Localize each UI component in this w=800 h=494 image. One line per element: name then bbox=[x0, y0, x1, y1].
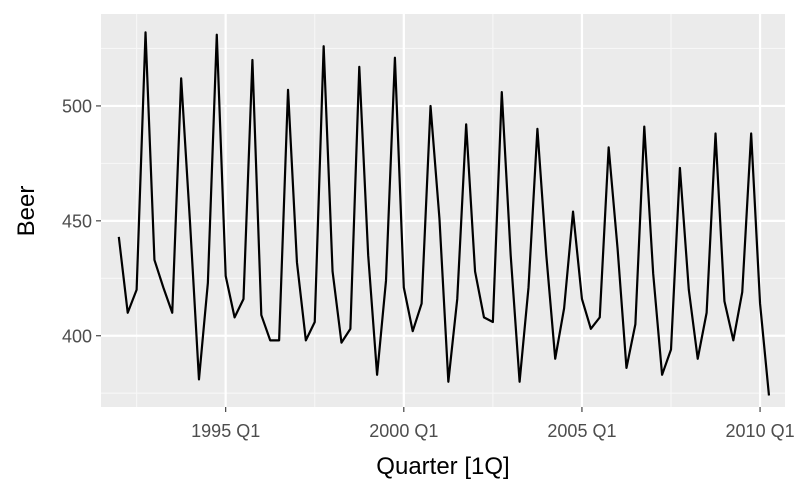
y-tick-label: 500 bbox=[62, 96, 92, 116]
y-tick-label: 450 bbox=[62, 211, 92, 231]
x-axis-ticks: 1995 Q1 2000 Q1 2005 Q1 2010 Q1 bbox=[191, 407, 794, 441]
x-axis-title: Quarter [1Q] bbox=[376, 453, 509, 480]
y-tick-label: 400 bbox=[62, 326, 92, 346]
x-tick-label: 1995 Q1 bbox=[191, 421, 260, 441]
y-axis-title: Beer bbox=[13, 186, 40, 237]
x-tick-label: 2000 Q1 bbox=[369, 421, 438, 441]
x-tick-label: 2005 Q1 bbox=[547, 421, 616, 441]
x-tick-label: 2010 Q1 bbox=[726, 421, 795, 441]
y-axis-ticks: 400 450 500 bbox=[62, 96, 101, 346]
